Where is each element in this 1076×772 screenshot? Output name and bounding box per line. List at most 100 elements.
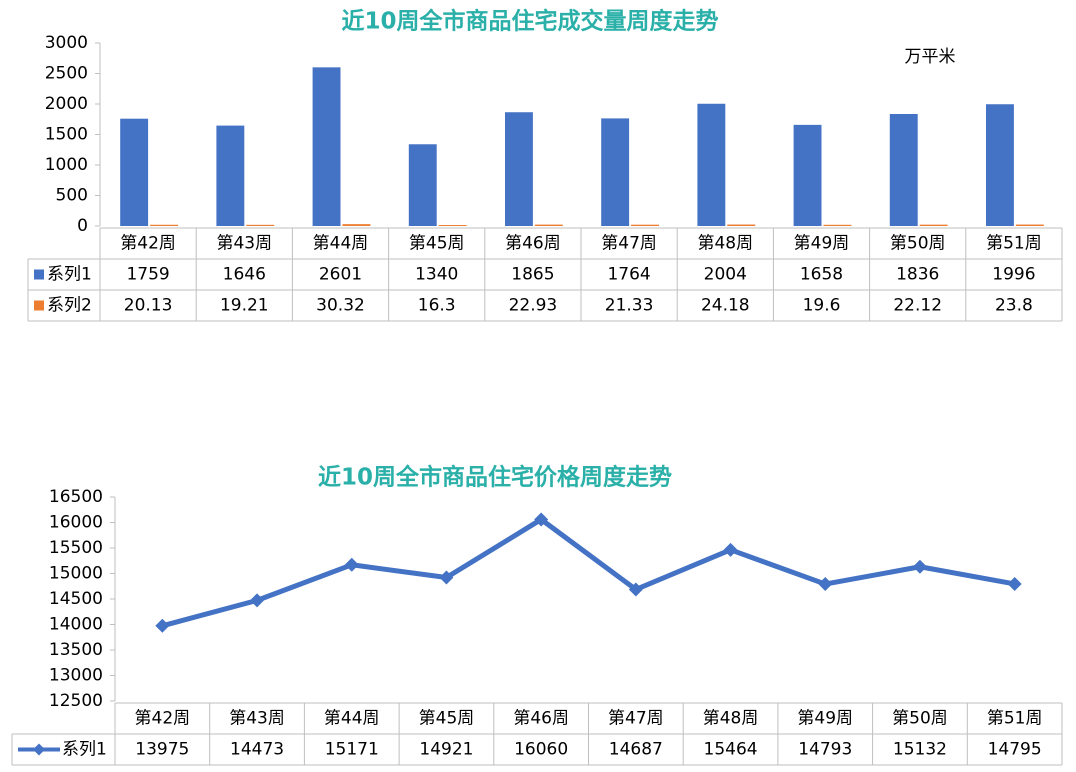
table-value: 1340 (415, 265, 458, 285)
table-value: 14921 (419, 740, 473, 760)
bar (246, 224, 275, 226)
table-value: 2004 (704, 265, 747, 285)
bar (793, 124, 822, 226)
table-value: 1865 (511, 265, 554, 285)
x-tick-label: 第50周 (890, 234, 946, 254)
bar (889, 114, 918, 226)
table-value: 19.21 (220, 296, 269, 316)
table-value: 15171 (325, 740, 379, 760)
x-tick-label: 第44周 (313, 234, 369, 254)
table-value: 1658 (800, 265, 843, 285)
unit-label: 万平米 (905, 47, 956, 67)
y-tick-label: 3000 (45, 33, 88, 53)
marker (912, 559, 927, 574)
bar (505, 112, 533, 226)
bar (631, 224, 659, 226)
x-tick-label: 第47周 (608, 709, 664, 729)
table-value: 1996 (992, 265, 1035, 285)
x-tick-label: 第48周 (703, 709, 759, 729)
legend-label: 系列1 (62, 740, 107, 760)
legend-key (34, 269, 44, 280)
x-tick-label: 第45周 (409, 234, 465, 254)
x-tick-label: 第43周 (229, 709, 285, 729)
x-tick-label: 第49周 (794, 234, 850, 254)
marker (155, 618, 170, 633)
bar (919, 224, 948, 226)
y-tick-label: 13000 (49, 666, 103, 686)
table-value: 14795 (988, 740, 1042, 760)
table-value: 15464 (704, 740, 758, 760)
table-value: 20.13 (124, 296, 173, 316)
marker (628, 582, 643, 597)
bar (823, 224, 852, 226)
y-tick-label: 13500 (49, 640, 103, 660)
bar (601, 118, 630, 226)
table-value: 13975 (135, 740, 189, 760)
table-value: 15132 (893, 740, 947, 760)
table-value: 22.12 (893, 296, 942, 316)
table-value: 22.93 (509, 296, 558, 316)
legend-key (33, 743, 45, 756)
marker (1007, 576, 1022, 591)
y-tick-label: 1500 (45, 125, 88, 145)
bar (534, 224, 563, 226)
x-tick-label: 第42周 (120, 234, 176, 254)
y-tick-label: 15500 (49, 538, 103, 558)
x-tick-label: 第46周 (513, 709, 569, 729)
table-value: 16060 (514, 740, 568, 760)
line (161, 516, 1016, 629)
bar (697, 103, 726, 226)
table-value: 14793 (798, 740, 852, 760)
x-tick-label: 第50周 (892, 709, 948, 729)
marker (723, 542, 738, 557)
x-tick-label: 第48周 (697, 234, 753, 254)
x-tick-label: 第47周 (601, 234, 657, 254)
x-tick-label: 第46周 (505, 234, 561, 254)
marker (250, 593, 265, 608)
y-tick-label: 12500 (49, 691, 103, 711)
x-tick-label: 第42周 (135, 709, 191, 729)
table-value: 21.33 (605, 296, 654, 316)
y-tick-label: 16000 (49, 513, 103, 533)
bar (342, 224, 371, 226)
table-value: 14687 (609, 740, 663, 760)
bar (986, 104, 1014, 226)
table-value: 30.32 (316, 296, 365, 316)
x-tick-label: 第51周 (987, 709, 1043, 729)
y-tick-label: 14000 (49, 615, 103, 635)
legend-label: 系列1 (47, 265, 92, 285)
x-tick-label: 第45周 (419, 709, 475, 729)
y-tick-label: 2500 (45, 64, 88, 84)
chart-title: 近10周全市商品住宅成交量周度走势 (341, 8, 718, 35)
table-value: 19.6 (803, 296, 841, 316)
bar (727, 224, 756, 226)
bar (438, 225, 467, 226)
table-value: 1836 (896, 265, 939, 285)
y-tick-label: 15000 (49, 564, 103, 584)
y-tick-label: 0 (77, 216, 88, 236)
bar (120, 118, 149, 226)
bar (150, 224, 178, 226)
x-tick-label: 第44周 (324, 709, 380, 729)
x-tick-label: 第51周 (986, 234, 1042, 254)
y-tick-label: 14500 (49, 589, 103, 609)
bar (312, 67, 341, 227)
table-value: 2601 (319, 265, 362, 285)
chart-title: 近10周全市商品住宅价格周度走势 (318, 464, 672, 491)
table-value: 1759 (126, 265, 169, 285)
bar (1015, 224, 1044, 226)
marker (439, 570, 454, 585)
marker (818, 577, 833, 592)
x-tick-label: 第49周 (797, 709, 853, 729)
y-tick-label: 500 (56, 186, 88, 206)
y-tick-label: 2000 (45, 94, 88, 114)
y-tick-label: 1000 (45, 155, 88, 175)
x-tick-label: 第43周 (216, 234, 272, 254)
table-value: 24.18 (701, 296, 750, 316)
legend-key (34, 300, 44, 311)
bar (216, 125, 245, 226)
bar (408, 144, 437, 226)
table-value: 1764 (607, 265, 650, 285)
table-value: 14473 (230, 740, 284, 760)
legend-label: 系列2 (47, 296, 92, 316)
